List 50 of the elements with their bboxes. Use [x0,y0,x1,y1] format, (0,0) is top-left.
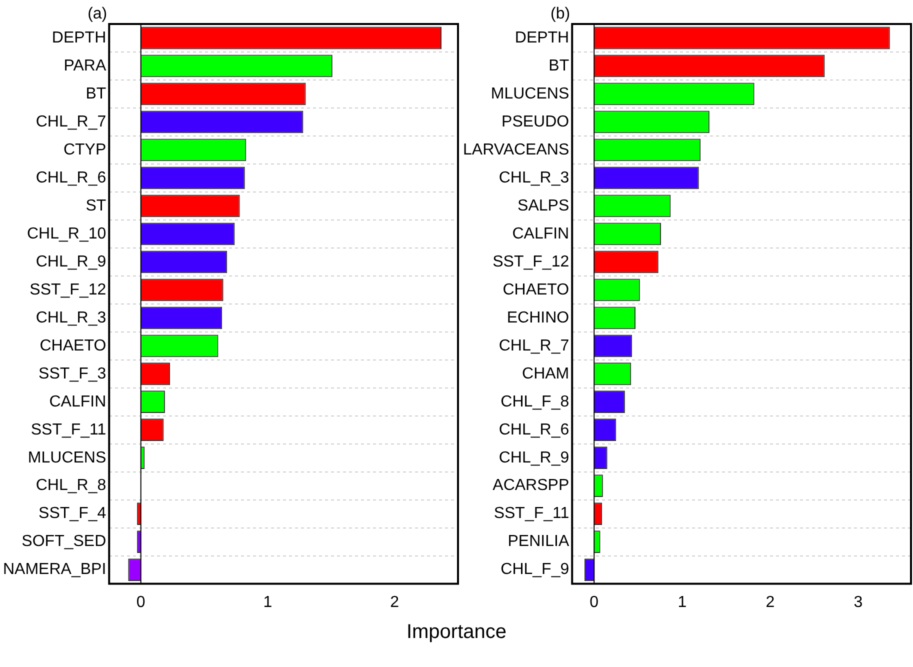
y-tick-label: SALPS [518,197,570,214]
x-tick-label: 1 [263,594,272,611]
y-tick-label: BT [548,57,570,74]
y-tick-label: CHAETO [502,281,570,298]
y-tick-label: ST [86,197,106,214]
y-tick-label: SST_F_12 [30,281,106,298]
y-tick-label: CHL_R_8 [36,477,106,494]
y-tick-label: ACARSPP [492,477,570,494]
y-tick-label: CTYP [63,141,106,158]
y-tick-label: CHL_R_3 [36,309,106,326]
y-tick-label: PENILIA [508,533,570,550]
y-tick-label: PSEUDO [502,113,570,130]
y-tick-label: ECHINO [506,309,570,326]
x-tick-label: 2 [390,594,400,611]
x-tick-label: 0 [136,594,146,611]
y-tick-label: NAMERA_BPI [3,561,106,578]
y-tick-label: SOFT_SED [22,533,106,550]
y-tick-label: CHAM [522,365,570,382]
y-tick-label: SST_F_11 [30,421,106,438]
y-tick-label: MLUCENS [490,85,570,102]
y-tick-label: SST_F_4 [38,505,106,522]
x-tick-label: 0 [590,594,599,611]
y-tick-label: MLUCENS [28,449,106,466]
chart-title: (a) [88,5,108,22]
y-tick-label: SST_F_3 [38,365,106,382]
y-tick-label: CHL_R_7 [36,113,106,130]
y-tick-label: CALFIN [49,393,106,410]
y-tick-label: CHL_R_9 [498,449,570,466]
y-tick-label: CHL_R_7 [498,337,570,354]
x-axis-title: Importance [405,621,508,644]
y-tick-label: CHL_R_9 [36,253,106,270]
y-tick-label: DEPTH [514,29,570,46]
y-tick-label: BT [86,85,106,102]
x-tick-label: 3 [854,594,863,611]
y-tick-label: CHL_R_10 [26,225,106,242]
x-tick-label: 1 [678,594,687,611]
y-tick-label: PARA [64,57,106,74]
y-tick-label: CHL_R_6 [498,421,570,438]
y-tick-label: CHL_R_6 [36,169,106,186]
y-tick-label: CHL_R_3 [498,169,570,186]
y-tick-label: CHL_F_8 [500,393,570,410]
x-tick-label: 2 [766,594,775,611]
y-tick-label: CHL_F_9 [500,561,570,578]
y-tick-label: CHAETO [40,337,106,354]
y-tick-label: LARVACEANS [462,141,570,158]
y-tick-label: SST_F_11 [494,505,570,522]
y-tick-label: SST_F_12 [492,253,570,270]
chart-title: (b) [550,5,570,22]
y-tick-label: CALFIN [512,225,570,242]
y-tick-label: DEPTH [52,29,106,46]
